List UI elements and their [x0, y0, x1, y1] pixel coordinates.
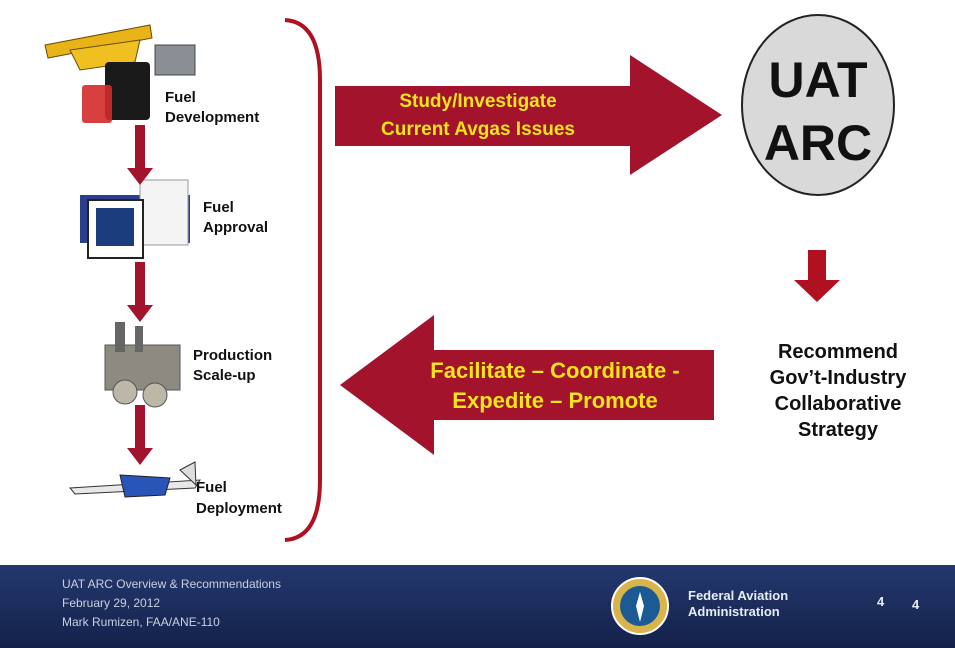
down-arrow: [794, 250, 840, 302]
production-icon: [105, 322, 180, 407]
aircraft-icon: [70, 462, 200, 497]
faa-seal: [612, 578, 668, 634]
process-arrows: [127, 125, 153, 465]
forward-arrow: [335, 55, 722, 175]
page-number: 4: [877, 594, 885, 609]
brace: [285, 20, 320, 540]
fuel-approval-icon: [80, 180, 190, 258]
return-arrow: [340, 315, 714, 455]
slide: FuelDevelopment FuelApproval ProductionS…: [0, 0, 955, 648]
page-number: 4: [912, 597, 920, 612]
